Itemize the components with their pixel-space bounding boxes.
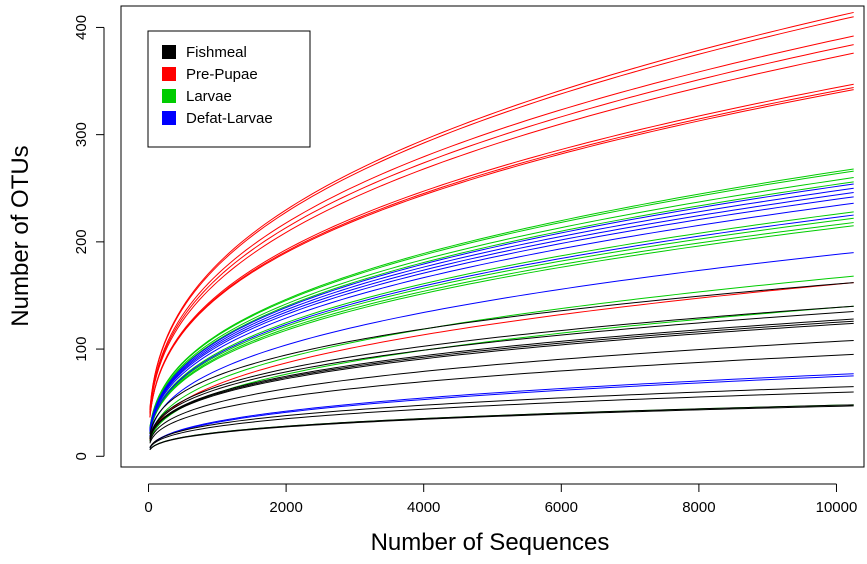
series-line-defat-larvae-4: [149, 196, 854, 431]
y-tick-label: 0: [73, 452, 90, 460]
y-axis: 0 100 200 300 400: [73, 15, 105, 460]
series-line-fishmeal-6: [149, 322, 854, 440]
series-line-pre-pupae-2: [149, 16, 854, 410]
y-tick-label: 100: [73, 337, 90, 362]
series-line-defat-larvae-6: [149, 214, 854, 433]
series-line-pre-pupae-1: [149, 11, 854, 410]
series-line-larvae-6: [149, 217, 854, 433]
series-line-defat-larvae-5: [149, 202, 854, 432]
series-line-larvae-5: [149, 211, 854, 433]
series-line-pre-pupae-5: [149, 52, 854, 414]
y-tick-label: 300: [73, 122, 90, 147]
series-line-fishmeal-2: [149, 305, 854, 438]
series-line-defat-larvae-3: [149, 192, 854, 431]
legend-label-pre-pupae: Pre-Pupae: [186, 66, 258, 83]
x-tick-label: 2000: [269, 499, 302, 516]
series-line-larvae-9: [149, 275, 854, 439]
series-line-pre-pupae-8: [149, 89, 854, 418]
series-line-pre-pupae-6: [149, 83, 854, 417]
y-tick-label: 200: [73, 229, 90, 254]
series-line-pre-pupae-4: [149, 44, 854, 413]
series-line-fishmeal-10: [149, 391, 854, 449]
legend-label-larvae: Larvae: [186, 88, 232, 105]
x-tick-label: 10000: [816, 499, 858, 516]
legend: Fishmeal Pre-Pupae Larvae Defat-Larvae: [147, 30, 311, 148]
series-line-defat-larvae-1: [149, 183, 854, 430]
series-line-larvae-2: [149, 170, 854, 429]
series-line-pre-pupae-7: [149, 86, 854, 418]
y-axis-title: Number of OTUs: [7, 145, 34, 326]
series-line-fishmeal-9: [149, 386, 854, 448]
legend-label-defat-larvae: Defat-Larvae: [186, 110, 273, 127]
series-line-defat-larvae-8: [149, 373, 854, 449]
series-line-fishmeal-5: [149, 320, 854, 440]
series-line-larvae-8: [149, 225, 854, 434]
legend-swatch-fishmeal: [162, 45, 176, 59]
legend-label-fishmeal: Fishmeal: [186, 44, 247, 61]
x-tick-label: 4000: [407, 499, 440, 516]
y-tick-label: 400: [73, 15, 90, 40]
series-line-fishmeal-4: [149, 318, 854, 439]
x-axis-title: Number of Sequences: [371, 529, 610, 556]
series-line-fishmeal-8: [149, 353, 854, 444]
series-line-larvae-1: [149, 168, 854, 428]
series-line-fishmeal-1: [149, 282, 854, 435]
series-line-larvae-4: [149, 181, 854, 430]
x-tick-label: 8000: [682, 499, 715, 516]
legend-swatch-pre-pupae: [162, 67, 176, 81]
series-line-pre-pupae-3: [149, 35, 854, 412]
series-line-fishmeal-7: [149, 339, 854, 442]
series-line-larvae-7: [149, 222, 854, 434]
series-line-fishmeal-3: [149, 311, 854, 438]
legend-swatch-larvae: [162, 89, 176, 103]
series-line-defat-larvae-7: [149, 252, 854, 437]
x-axis: 0 2000 4000 6000 8000 10000: [144, 483, 858, 516]
series-line-defat-larvae-9: [149, 375, 854, 449]
plot-frame: [120, 5, 865, 468]
legend-swatch-defat-larvae: [162, 111, 176, 125]
series-line-larvae-3: [149, 177, 854, 429]
series-line-defat-larvae-2: [149, 187, 854, 430]
x-tick-label: 0: [144, 499, 152, 516]
x-tick-label: 6000: [545, 499, 578, 516]
curves-group: [149, 11, 854, 451]
series-line-fishmeal-12: [149, 405, 854, 451]
